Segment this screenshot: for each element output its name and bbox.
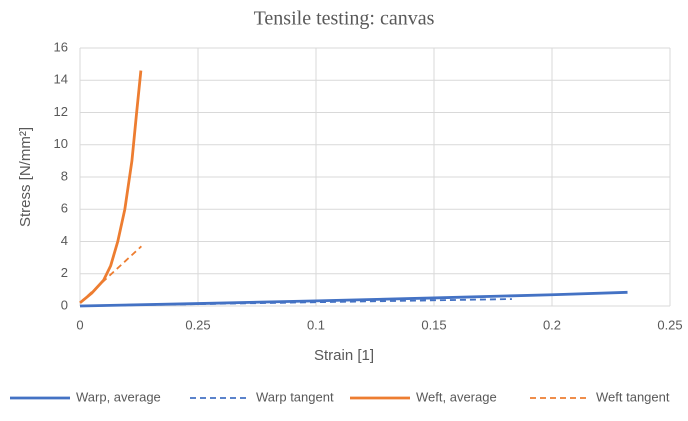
series-line (79, 298, 512, 307)
x-tick-label: 0.1 (307, 317, 325, 332)
y-tick-label: 0 (61, 297, 68, 312)
x-tick-label: 0 (76, 317, 83, 332)
series-line (79, 70, 143, 304)
y-tick-label: 12 (54, 104, 68, 119)
x-tick-label: 0.15 (421, 317, 446, 332)
x-tick-label: 0.25 (185, 317, 210, 332)
y-tick-label: 16 (54, 39, 68, 54)
y-tick-label: 14 (54, 72, 68, 87)
y-tick-label: 10 (54, 136, 68, 151)
legend-label: Warp tangent (256, 389, 334, 404)
x-tick-label: 0.2 (543, 317, 561, 332)
y-tick-label: 4 (61, 233, 68, 248)
y-tick-label: 6 (61, 201, 68, 216)
legend-label: Weft, average (416, 389, 497, 404)
series-line (79, 290, 628, 308)
y-axis-title: Stress [N/mm²] (17, 127, 34, 227)
legend-label: Warp, average (76, 389, 161, 404)
chart-title: Tensile testing: canvas (254, 8, 435, 30)
series-line (79, 245, 142, 304)
y-tick-label: 8 (61, 168, 68, 183)
y-tick-label: 2 (61, 265, 68, 280)
legend-label: Weft tangent (596, 389, 670, 404)
x-axis-title: Strain [1] (314, 347, 374, 364)
x-tick-label: 0.25 (657, 317, 682, 332)
